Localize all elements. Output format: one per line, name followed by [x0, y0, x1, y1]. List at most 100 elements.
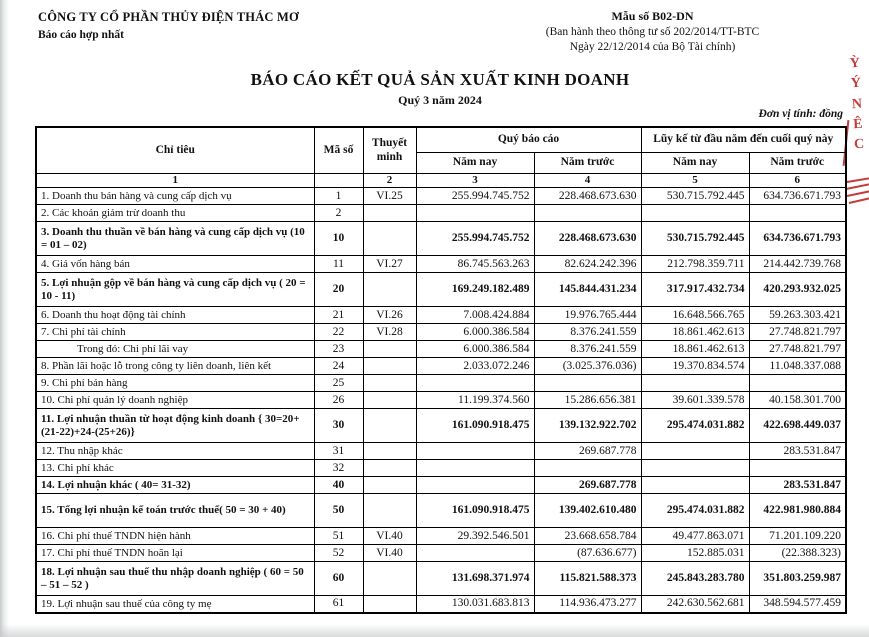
cell-quarter-year-now — [415, 204, 535, 222]
row-note: VI.40 — [362, 544, 417, 562]
cell-ytd-year-now: 245.843.283.780 — [640, 561, 750, 596]
cell-ytd-year-prev: 27.748.821.797 — [748, 323, 847, 341]
cell-quarter-year-prev: (87.636.677) — [533, 544, 642, 562]
row-code: 60 — [313, 561, 364, 596]
cell-quarter-year-now — [415, 476, 535, 494]
row-code: 23 — [313, 340, 364, 358]
cell-ytd-year-prev — [748, 204, 847, 222]
table-row: 13. Chi phí khác 32 — [35, 459, 847, 477]
row-code: 50 — [313, 493, 364, 528]
cell-quarter-year-prev: 8.376.241.559 — [533, 340, 642, 358]
row-note — [362, 221, 417, 256]
cell-quarter-year-now: 255.994.745.752 — [415, 187, 535, 205]
cell-ytd-year-prev: 348.594.577.459 — [748, 595, 847, 613]
cell-quarter-year-prev: 82.624.242.396 — [533, 255, 642, 273]
row-label: 13. Chi phí khác — [35, 459, 315, 477]
table-row: 7. Chi phí tài chính 22 VI.28 6.000.386.584… — [35, 323, 847, 341]
cell-quarter-year-prev — [533, 204, 642, 222]
row-code: 10 — [313, 221, 364, 256]
cell-ytd-year-prev: 27.748.821.797 — [748, 340, 847, 358]
row-label: 12. Thu nhập khác — [35, 442, 315, 460]
row-note — [362, 357, 417, 375]
row-label: 6. Doanh thu hoạt động tài chính — [35, 306, 315, 324]
cell-ytd-year-prev: 283.531.847 — [748, 476, 847, 494]
cell-ytd-year-prev: 634.736.671.793 — [748, 221, 847, 256]
table-row: 16. Chi phí thuế TNDN hiện hành 51 VI.40 29… — [35, 527, 847, 545]
stamp-char: N — [851, 96, 863, 112]
table-row: 19. Lợi nhuận sau thuế của công ty mẹ 61 1… — [35, 595, 847, 613]
cell-quarter-year-prev: 145.844.431.234 — [533, 272, 642, 307]
cell-quarter-year-now: 6.000.386.584 — [415, 323, 535, 341]
cell-ytd-year-now: 295.474.031.882 — [640, 493, 750, 528]
cell-ytd-year-now: 317.917.432.734 — [640, 272, 750, 307]
row-note — [362, 442, 417, 460]
row-note: VI.27 — [362, 255, 417, 273]
cell-ytd-year-prev: 351.803.259.987 — [748, 561, 847, 596]
row-code: 25 — [313, 374, 364, 392]
table-row: 10. Chi phí quản lý doanh nghiệp 26 11.199… — [35, 391, 847, 409]
row-label: 3. Doanh thu thuần về bán hàng và cung c… — [35, 221, 315, 256]
header-ytd-year-prev: Năm trước — [748, 152, 847, 174]
cell-ytd-year-now — [640, 204, 750, 222]
table-row: 1. Doanh thu bán hàng và cung cấp dịch v… — [35, 187, 847, 205]
cell-ytd-year-now: 242.630.562.681 — [640, 595, 750, 613]
row-note — [362, 340, 417, 358]
table-row: 3. Doanh thu thuần về bán hàng và cung c… — [35, 221, 847, 256]
income-statement-table: Chỉ tiêu Mã số Thuyết minh Quý báo cáo L… — [35, 126, 847, 614]
cell-quarter-year-now: 161.090.918.475 — [415, 493, 535, 528]
cell-quarter-year-prev: 139.402.610.480 — [533, 493, 642, 528]
cell-ytd-year-prev: 40.158.301.700 — [748, 391, 847, 409]
cell-quarter-year-now — [415, 442, 535, 460]
row-code: 31 — [313, 442, 364, 460]
cell-quarter-year-now: 131.698.371.974 — [415, 561, 535, 596]
cell-ytd-year-prev: 634.736.671.793 — [748, 187, 847, 205]
cell-ytd-year-prev — [748, 374, 847, 392]
header-colnum-1: 1 — [35, 173, 315, 188]
header-note: Thuyết minh — [362, 126, 417, 174]
row-code: 2 — [313, 204, 364, 222]
header-code: Mã số — [313, 126, 364, 174]
row-code: 26 — [313, 391, 364, 409]
cell-quarter-year-prev: 23.668.658.784 — [533, 527, 642, 545]
cell-quarter-year-now: 7.008.424.884 — [415, 306, 535, 324]
cell-quarter-year-now: 161.090.918.475 — [415, 408, 535, 443]
row-note: VI.25 — [362, 187, 417, 205]
cell-quarter-year-now — [415, 459, 535, 477]
stamp-char: Ý — [850, 76, 862, 92]
header-colnum-2 — [313, 173, 364, 188]
header-colnum-4: 3 — [415, 173, 535, 188]
table-row: 5. Lợi nhuận gộp về bán hàng và cung cấp… — [35, 272, 847, 307]
row-code: 22 — [313, 323, 364, 341]
report-scope: Báo cáo hợp nhất — [38, 29, 124, 41]
form-block: Mẫu số B02-DN (Ban hành theo thông tư số… — [480, 9, 825, 54]
cell-quarter-year-prev: 139.132.922.702 — [533, 408, 642, 443]
row-label: 8. Phần lãi hoặc lỗ trong công ty liên d… — [35, 357, 315, 375]
row-code: 52 — [313, 544, 364, 562]
header-ytd-group: Lũy kế từ đầu năm đến cuối quý này — [640, 126, 847, 153]
stamp-scribble-icon — [845, 177, 869, 204]
table-row: 18. Lợi nhuận sau thuế thu nhập doanh ng… — [35, 561, 847, 596]
form-issue-line1: (Ban hành theo thông tư số 202/2014/TT-B… — [545, 25, 760, 38]
cell-ytd-year-prev: 420.293.932.025 — [748, 272, 847, 307]
row-note — [362, 272, 417, 307]
cell-quarter-year-prev: 228.468.673.630 — [533, 221, 642, 256]
cell-quarter-year-prev: 8.376.241.559 — [533, 323, 642, 341]
cell-ytd-year-prev: 214.442.739.768 — [748, 255, 847, 273]
row-code: 11 — [313, 255, 364, 273]
cell-ytd-year-now: 16.648.566.765 — [640, 306, 750, 324]
table-row: 2. Các khoản giảm trừ doanh thu 2 — [35, 204, 847, 222]
table-row: 11. Lợi nhuận thuần từ hoạt động kinh do… — [35, 408, 847, 443]
row-note: VI.28 — [362, 323, 417, 341]
cell-ytd-year-now: 18.861.462.613 — [640, 323, 750, 341]
cell-quarter-year-prev: 19.976.765.444 — [533, 306, 642, 324]
row-label: 14. Lợi nhuận khác ( 40= 31-32) — [35, 476, 315, 494]
row-note — [362, 204, 417, 222]
cell-quarter-year-now — [415, 544, 535, 562]
cell-quarter-year-now — [415, 374, 535, 392]
cell-ytd-year-now: 18.861.462.613 — [640, 340, 750, 358]
cell-ytd-year-prev: 59.263.303.421 — [748, 306, 847, 324]
cell-quarter-year-prev: 15.286.656.381 — [533, 391, 642, 409]
row-label: 4. Giá vốn hàng bán — [35, 255, 315, 273]
cell-ytd-year-now: 39.601.339.578 — [640, 391, 750, 409]
